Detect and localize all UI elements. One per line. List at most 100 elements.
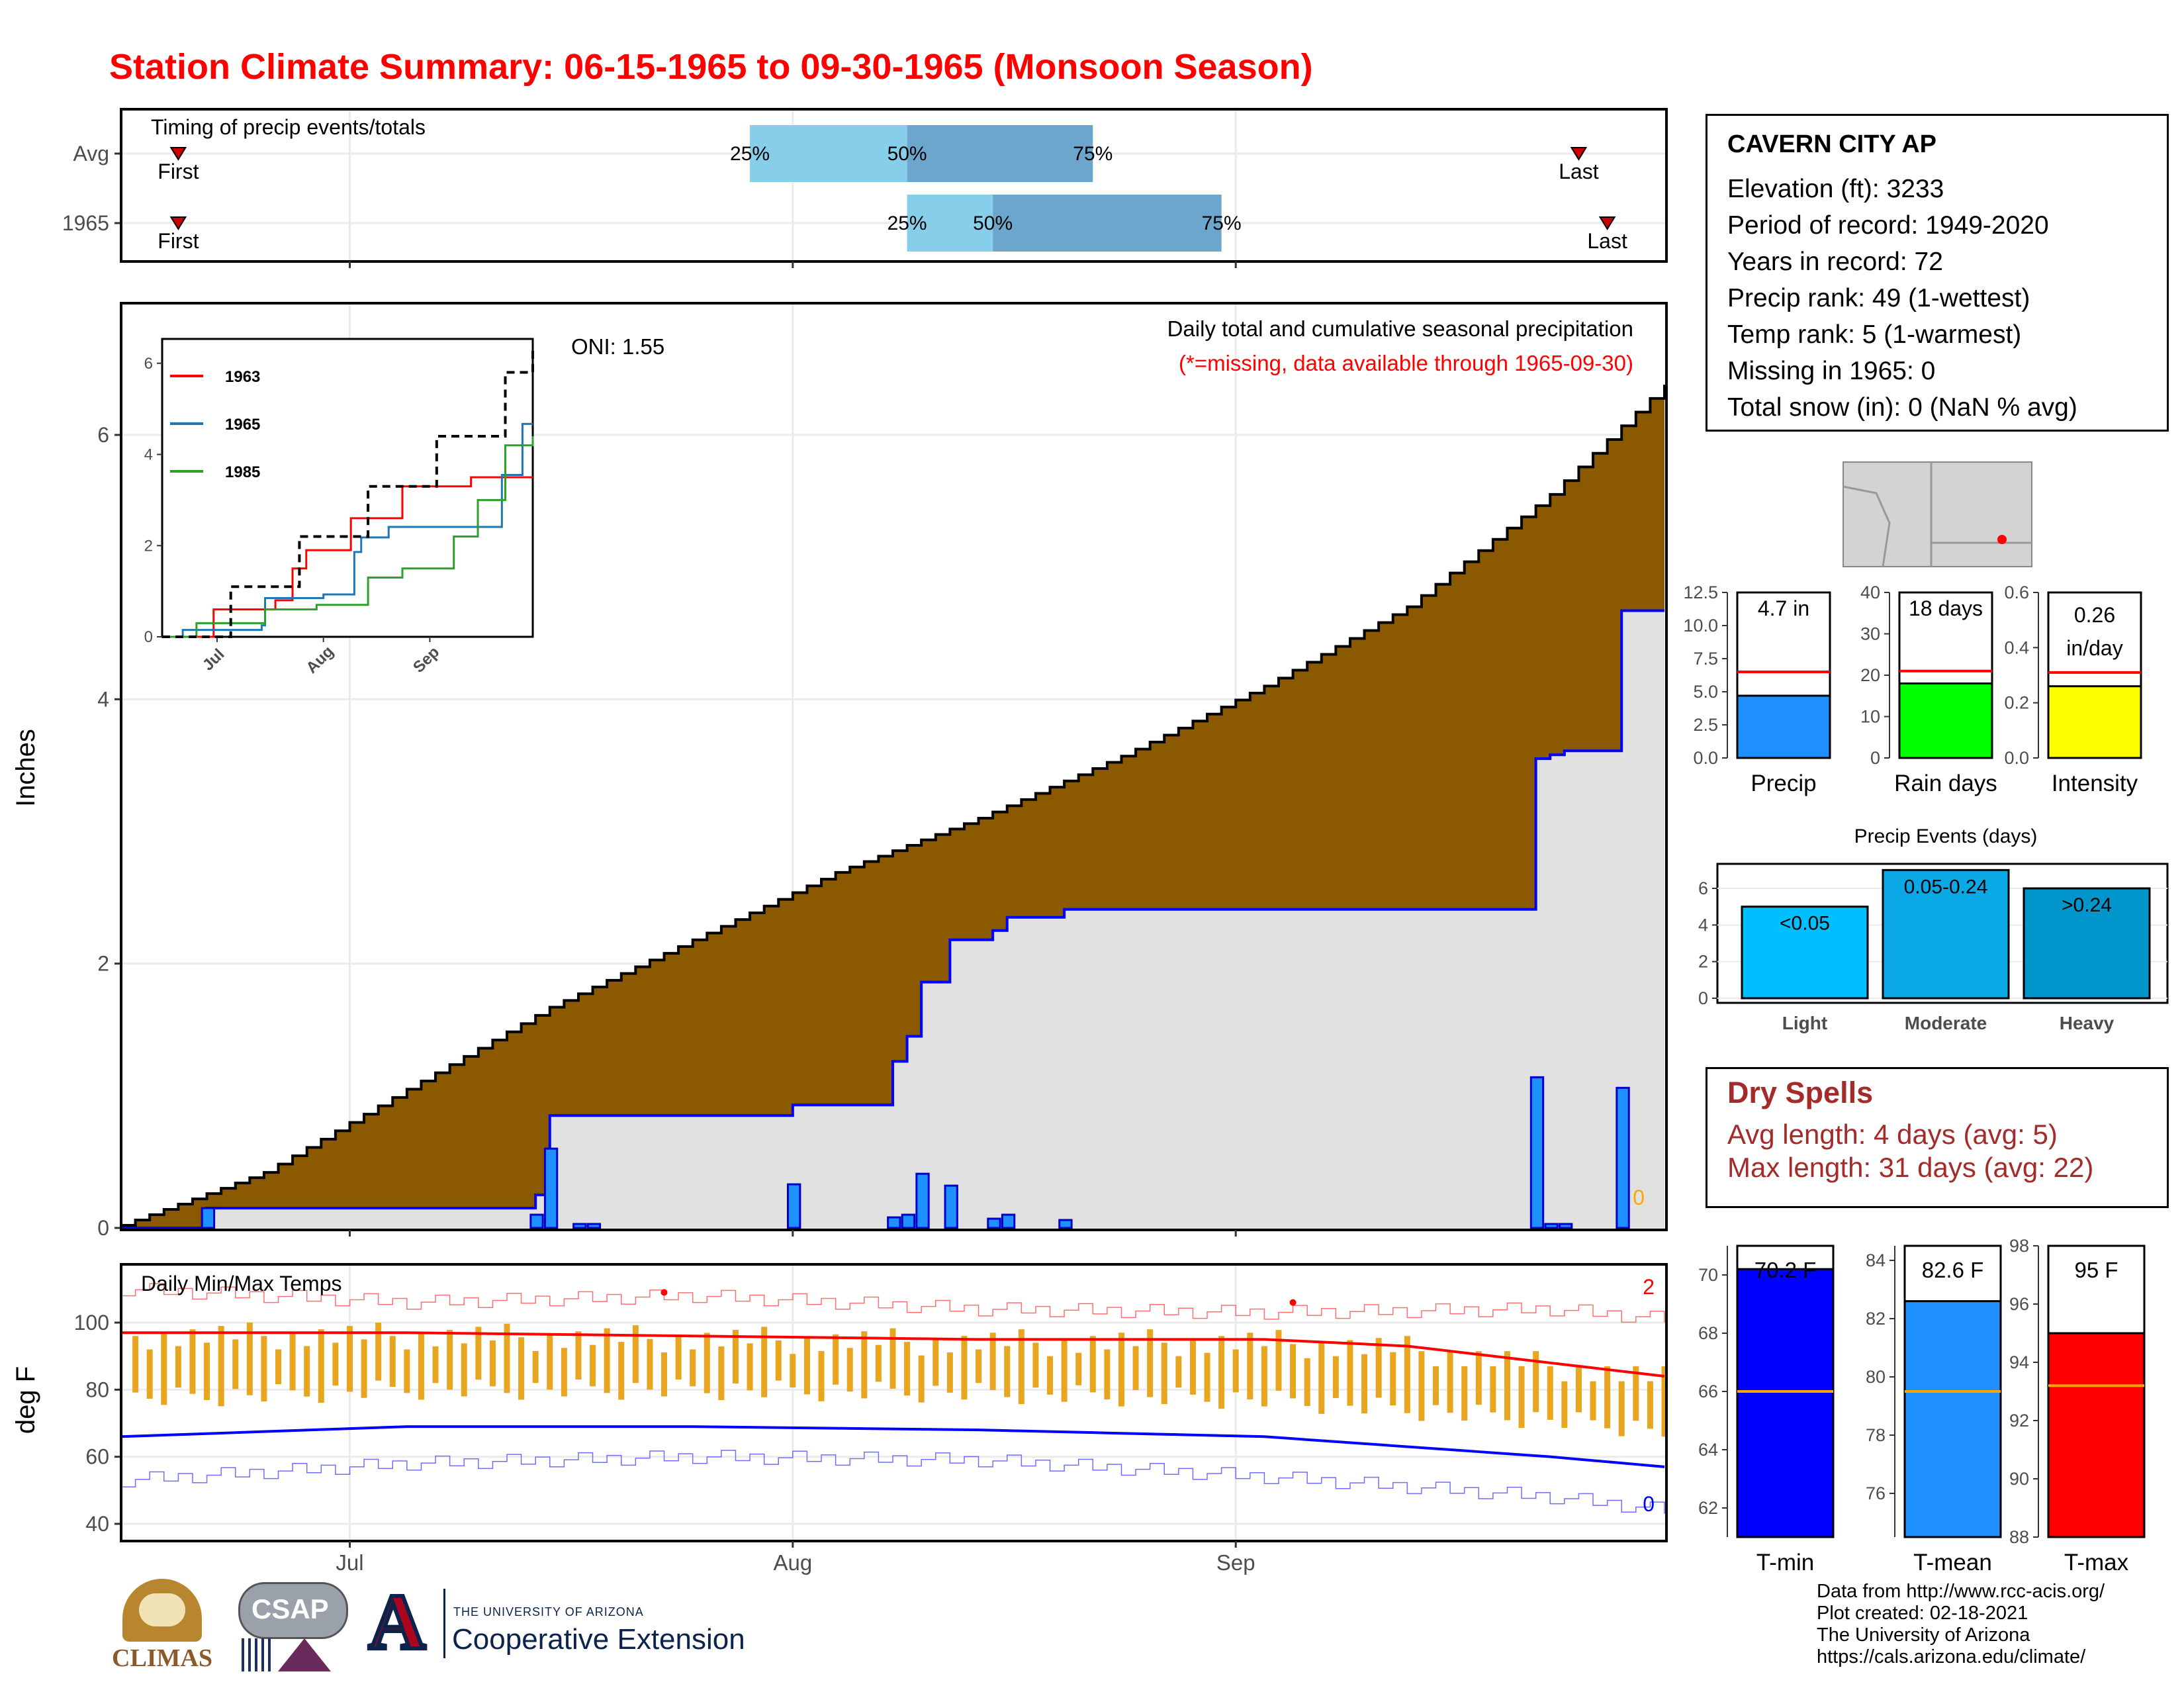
summary-bar-tick-label: 5.0: [1693, 682, 1718, 702]
dry-spells-max: Max length: 31 days (avg: 22): [1727, 1152, 2094, 1183]
precip-events-range: <0.05: [1780, 913, 1830, 935]
ua-small-text: THE UNIVERSITY OF ARIZONA: [453, 1605, 644, 1618]
summary-bar-tick-label: 10: [1860, 707, 1880, 727]
month-xtick-label: Jul: [336, 1550, 363, 1575]
climas-logo-text: CLIMAS: [112, 1644, 213, 1672]
summary-bar-intensity: [2047, 685, 2142, 759]
timing-row-label: Avg: [73, 142, 109, 165]
daily-precip-bar: [987, 1217, 1001, 1229]
temp-summary-tick-label: 76: [1866, 1483, 1886, 1503]
inset-panel: [161, 338, 534, 638]
precip-title: Daily total and cumulative seasonal prec…: [1167, 316, 1633, 341]
precip-panel-border: [120, 302, 1668, 1231]
record-high-point: [1289, 1299, 1297, 1306]
inset-legend-label: 1965: [225, 416, 260, 434]
record-high-line: [121, 1283, 1665, 1323]
map-thumbnail: [1843, 461, 2032, 567]
summary-bar-label: Intensity: [2052, 771, 2138, 796]
temp-summary-bar-t-min: [1736, 1268, 1835, 1538]
precip-subtitle: (*=missing, data available through 1965-…: [1179, 351, 1633, 375]
summary-bar-rain-days: [1898, 682, 1993, 759]
summary-bar-value: 18 days: [1909, 596, 1983, 620]
timing-row-label: 1965: [62, 211, 109, 235]
daily-precip-bar: [1615, 1086, 1630, 1229]
csap-logo: CSAP: [232, 1579, 351, 1678]
timing-panel-border: [120, 108, 1668, 263]
temp-summary-tick-label: 68: [1698, 1323, 1718, 1343]
temp-summary-tick-label: 94: [2009, 1352, 2029, 1372]
precip-events-title: Precip Events (days): [1854, 825, 2038, 847]
temp-summary-tick-label: 80: [1866, 1367, 1886, 1387]
csap-logo-text: CSAP: [251, 1593, 329, 1624]
temp-ytick-label: 60: [85, 1445, 109, 1469]
temp-ytick-label: 100: [74, 1311, 109, 1335]
timing-p25-label: 25%: [730, 143, 770, 165]
station-precip-rank: Precip rank: 49 (1-wettest): [1727, 284, 2030, 312]
summary-bar-value: 4.7 in: [1758, 596, 1809, 620]
record-high-point: [660, 1289, 668, 1296]
precip-events-tick-label: 0: [1698, 988, 1708, 1008]
avg-tmin-line: [120, 1425, 1665, 1468]
timing-last-label: Last: [1587, 229, 1627, 253]
temp-summary-tick-label: 90: [2009, 1469, 2029, 1489]
summary-bar-precip: [1736, 694, 1831, 759]
credit-line: The University of Arizona: [1817, 1624, 2030, 1646]
temp-ytick-label: 40: [85, 1512, 109, 1536]
month-xtick-label: Sep: [1216, 1550, 1255, 1575]
summary-bar-tick-label: 7.5: [1693, 649, 1718, 669]
timing-first-marker: [169, 147, 187, 161]
precip-events-bar: [1882, 868, 2010, 1000]
temp-summary-value: 70.2 F: [1754, 1258, 1817, 1282]
dry-spells-avg: Avg length: 4 days (avg: 5): [1727, 1119, 2058, 1150]
summary-bar-tick-label: 0.6: [2004, 583, 2029, 602]
cumulative-1965-area: [121, 610, 1664, 1228]
inset-ytick-label: 0: [144, 628, 153, 646]
timing-first-label: First: [158, 229, 199, 253]
timing-bar-q2: [993, 195, 1222, 252]
cloud-icon: [238, 1582, 348, 1639]
station-name: CAVERN CITY AP: [1727, 130, 1937, 158]
temp-summary-tick-label: 82: [1866, 1309, 1886, 1329]
timing-first-label: First: [158, 160, 199, 183]
temp-ylabel: deg F: [11, 1366, 40, 1434]
ua-block-a-icon: A: [367, 1577, 428, 1665]
station-years: Years in record: 72: [1727, 248, 1943, 276]
temp-summary-tick-label: 92: [2009, 1411, 2029, 1430]
dry-spells-title: Dry Spells: [1727, 1076, 1874, 1109]
summary-bar-tick-label: 2.5: [1693, 715, 1718, 735]
temp-summary-value: 82.6 F: [1922, 1258, 1984, 1282]
daily-precip-bar: [529, 1213, 544, 1229]
missing-count: 0: [1633, 1186, 1645, 1209]
month-xtick-label: Aug: [773, 1550, 812, 1575]
precip-events-tick-label: 6: [1698, 878, 1708, 898]
credit-line: https://cals.arizona.edu/climate/: [1817, 1646, 2086, 1667]
daily-precip-bar: [586, 1223, 602, 1229]
temp-summary-tick-label: 98: [2009, 1236, 2029, 1256]
daily-precip-bar: [1559, 1223, 1573, 1229]
timing-p75-label: 75%: [1202, 212, 1242, 234]
temp-summary-label: T-max: [2064, 1550, 2129, 1575]
avg-tmax-line: [121, 1331, 1665, 1378]
temp-summary-tick-label: 62: [1698, 1498, 1718, 1518]
precip-ytick-label: 2: [97, 952, 109, 976]
precip-events-label: Moderate: [1905, 1013, 1987, 1033]
summary-bar-tick-label: 20: [1860, 665, 1880, 685]
temp-ytick-label: 80: [85, 1378, 109, 1401]
summary-bar-tick-label: 30: [1860, 624, 1880, 644]
page-title: Station Climate Summary: 06-15-1965 to 0…: [109, 47, 1313, 87]
station-info-box: CAVERN CITY AP Elevation (ft): 3233 Peri…: [1706, 114, 2169, 432]
record-high-count: 2: [1643, 1275, 1655, 1299]
daily-precip-bar: [787, 1183, 801, 1229]
station-snow: Total snow (in): 0 (NaN % avg): [1727, 393, 2077, 422]
record-low-count: 0: [1643, 1492, 1655, 1516]
precip-events-range: >0.24: [2062, 894, 2112, 916]
temp-summary-tick-label: 84: [1866, 1250, 1886, 1270]
temp-summary-tick-label: 64: [1698, 1440, 1718, 1460]
inset-legend-label: 1985: [225, 463, 260, 481]
inset-series-line: [162, 422, 533, 638]
timing-p50-label: 50%: [973, 212, 1013, 234]
precip-events-label: Heavy: [2060, 1013, 2115, 1033]
precip-events-range: 0.05-0.24: [1904, 876, 1988, 898]
daily-precip-bar: [901, 1213, 916, 1229]
